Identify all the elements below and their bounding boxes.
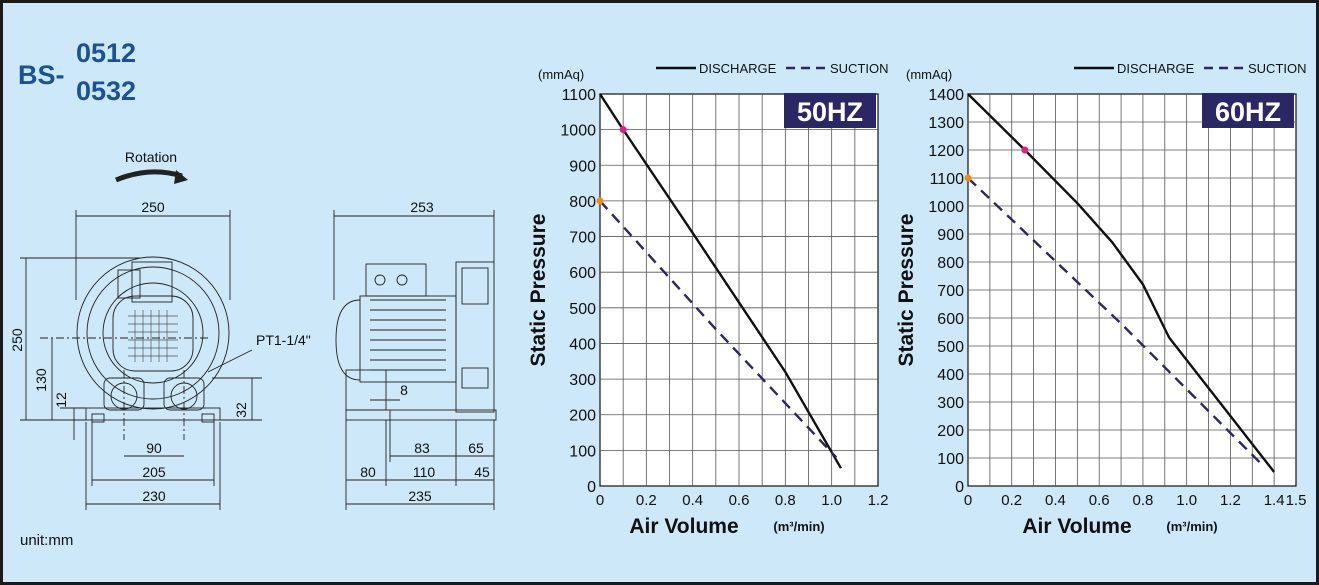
x-tick-label: 0 bbox=[596, 492, 604, 509]
side-view bbox=[335, 261, 497, 421]
dim-83: 83 bbox=[414, 440, 430, 456]
y-tick-label: 600 bbox=[937, 311, 964, 328]
y-tick-label: 1200 bbox=[928, 143, 964, 160]
y-tick-label: 300 bbox=[569, 372, 596, 389]
dim-outlet-height: 32 bbox=[233, 402, 249, 418]
x-tick-label: 1.0 bbox=[821, 492, 842, 509]
y-tick-label: 400 bbox=[569, 336, 596, 353]
x-axis-title: Air Volume bbox=[629, 515, 738, 538]
dim-base: 12 bbox=[53, 392, 69, 408]
x-tick-label: 1.4 bbox=[1264, 492, 1285, 509]
dim-45: 45 bbox=[474, 464, 490, 480]
y-tick-label: 1000 bbox=[928, 199, 964, 216]
x-axis-title: Air Volume bbox=[1022, 515, 1131, 538]
y-unit-label: (mmAq) bbox=[906, 67, 952, 82]
data-marker-suction bbox=[596, 197, 604, 205]
legend-label-discharge: DISCHARGE bbox=[1117, 61, 1195, 76]
front-view bbox=[40, 256, 230, 440]
model-variant-1: 0512 bbox=[76, 38, 137, 68]
y-tick-label: 900 bbox=[569, 158, 596, 175]
y-tick-label: 1400 bbox=[928, 87, 964, 104]
x-tick-label: 0.6 bbox=[729, 492, 750, 509]
y-tick-label: 100 bbox=[569, 443, 596, 460]
x-tick-label: 1.2 bbox=[868, 492, 889, 509]
x-tick-label: 0.4 bbox=[682, 492, 703, 509]
y-tick-label: 1300 bbox=[928, 115, 964, 132]
series-line-suction bbox=[599, 200, 838, 459]
chart-50hz: 0 100 200 300 400 500 600 700 800 900 1000 1100 0 0.2… bbox=[527, 61, 889, 538]
y-tick-label: 100 bbox=[937, 451, 964, 468]
x-tick-label: 1.5 bbox=[1286, 492, 1307, 509]
dim-80: 80 bbox=[360, 464, 376, 480]
dim-front-width: 250 bbox=[141, 199, 165, 215]
y-tick-label: 700 bbox=[569, 230, 596, 247]
y-tick-label: 200 bbox=[569, 408, 596, 425]
x-unit-label: (m³/min) bbox=[773, 519, 824, 534]
data-marker-discharge bbox=[1021, 146, 1029, 154]
y-axis-title: Static Pressure bbox=[527, 214, 550, 367]
legend-label-suction: SUCTION bbox=[830, 61, 889, 76]
x-tick-label: 0.4 bbox=[1045, 492, 1066, 509]
y-tick-label: 800 bbox=[937, 255, 964, 272]
x-tick-label: 0.2 bbox=[636, 492, 657, 509]
port-label: PT1-1/4" bbox=[256, 332, 311, 348]
x-tick-label: 0.8 bbox=[775, 492, 796, 509]
rotation-label: Rotation bbox=[125, 149, 177, 165]
dim-gap: 8 bbox=[400, 382, 408, 398]
y-tick-label: 0 bbox=[587, 479, 596, 496]
dim-235: 235 bbox=[408, 488, 432, 504]
y-tick-label: 800 bbox=[569, 194, 596, 211]
y-tick-label: 0 bbox=[955, 479, 964, 496]
frequency-badge bbox=[784, 93, 876, 128]
x-tick-label: 0.6 bbox=[1089, 492, 1110, 509]
data-marker-suction bbox=[964, 174, 972, 182]
dim-port-pitch: 90 bbox=[146, 440, 162, 456]
y-tick-label: 700 bbox=[937, 283, 964, 300]
y-tick-label: 900 bbox=[937, 227, 964, 244]
y-tick-label: 1100 bbox=[562, 87, 597, 104]
frequency-badge bbox=[1202, 93, 1294, 128]
y-tick-label: 200 bbox=[937, 423, 964, 440]
series-line-discharge bbox=[967, 93, 1276, 473]
chart-60hz: 0 100 200 300 400 500 600 700 800 900 1000 1100 1200… bbox=[895, 61, 1307, 538]
x-tick-label: 0.8 bbox=[1133, 492, 1154, 509]
y-unit-label: (mmAq) bbox=[538, 67, 584, 82]
dim-front-height: 250 bbox=[9, 328, 25, 352]
x-tick-label: 1.2 bbox=[1220, 492, 1241, 509]
dim-axis-height: 130 bbox=[33, 368, 49, 392]
y-tick-label: 300 bbox=[937, 395, 964, 412]
y-tick-label: 500 bbox=[937, 339, 964, 356]
legend-label-discharge: DISCHARGE bbox=[699, 61, 777, 76]
dim-side-width: 253 bbox=[410, 199, 434, 215]
dim-110: 110 bbox=[413, 464, 436, 480]
y-tick-label: 1100 bbox=[930, 171, 965, 188]
y-tick-label: 400 bbox=[937, 367, 964, 384]
model-prefix: BS- bbox=[18, 60, 65, 90]
model-variant-2: 0532 bbox=[76, 76, 137, 106]
x-tick-label: 0.2 bbox=[1001, 492, 1022, 509]
dim-65: 65 bbox=[468, 440, 484, 456]
frequency-badge-label: 50HZ bbox=[797, 97, 863, 127]
series-line-discharge bbox=[598, 93, 842, 469]
series-line-suction bbox=[967, 177, 1262, 465]
rotation-arrow-icon bbox=[115, 169, 183, 183]
dim-foot-outer: 230 bbox=[142, 488, 166, 504]
y-tick-label: 1000 bbox=[560, 123, 596, 140]
x-tick-label: 0 bbox=[964, 492, 972, 509]
unit-note: unit:mm bbox=[20, 532, 74, 549]
x-tick-label: 1.0 bbox=[1176, 492, 1197, 509]
y-tick-label: 500 bbox=[569, 301, 596, 318]
dimension-drawing: Rotation 250 250 130 12 32 90 205 230 PT… bbox=[9, 149, 497, 510]
dim-foot-inner: 205 bbox=[142, 464, 166, 480]
y-tick-label: 600 bbox=[569, 265, 596, 282]
y-axis-title: Static Pressure bbox=[895, 214, 918, 367]
x-unit-label: (m³/min) bbox=[1166, 519, 1217, 534]
data-marker-discharge bbox=[619, 126, 627, 134]
frequency-badge-label: 60HZ bbox=[1215, 97, 1281, 127]
legend-label-suction: SUCTION bbox=[1248, 61, 1307, 76]
